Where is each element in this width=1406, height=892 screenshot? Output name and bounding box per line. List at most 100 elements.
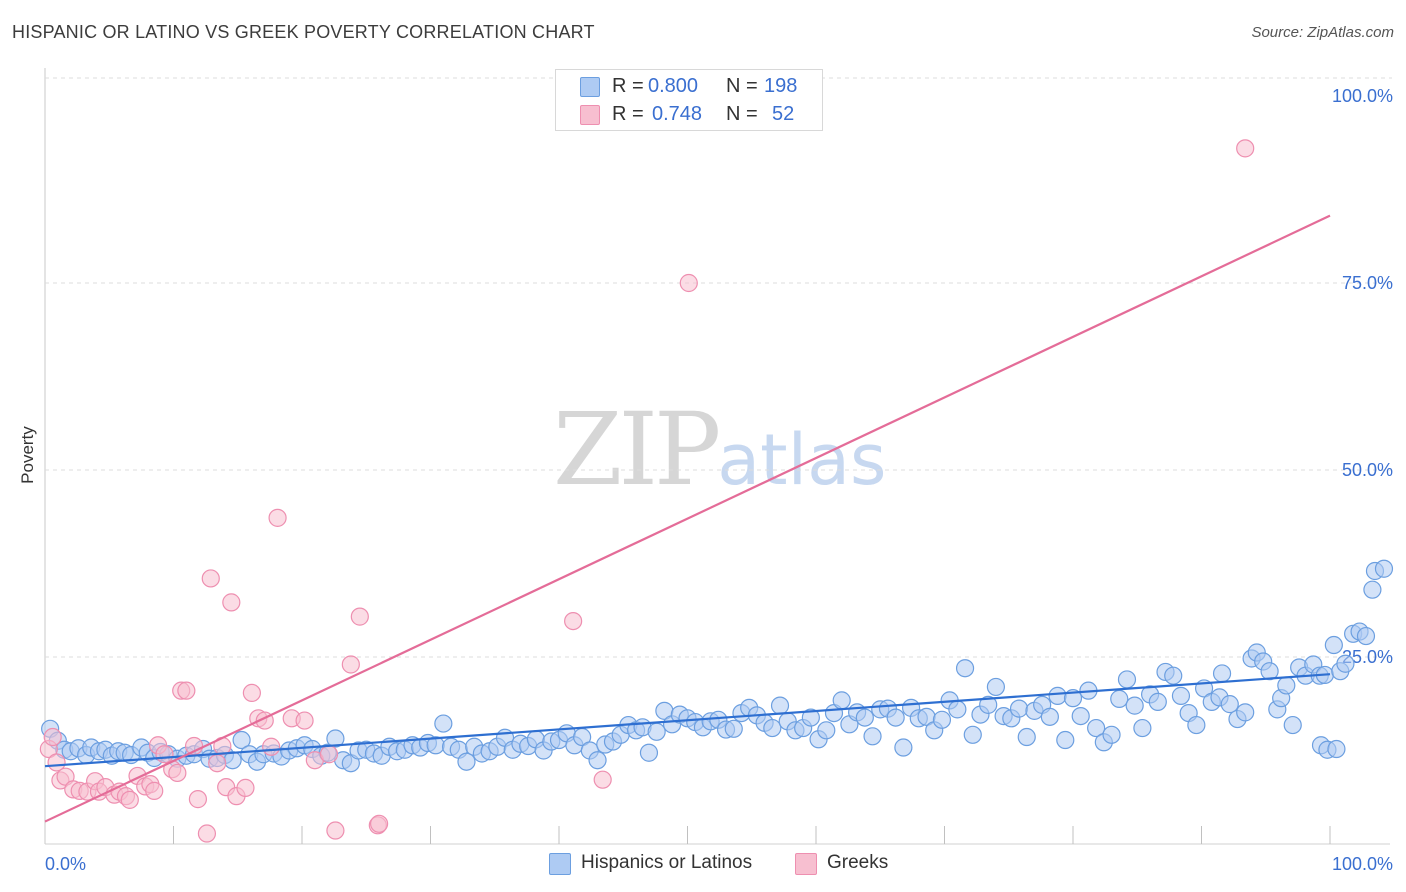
hispanic-point (1171, 686, 1191, 705)
hispanic-point (1017, 727, 1036, 747)
hispanic-point (724, 719, 743, 738)
hispanic-point (948, 700, 967, 719)
watermark-atlas: atlas (717, 419, 887, 501)
r-value: 0.748 (652, 103, 703, 125)
x-tick-label: 0.0% (45, 854, 86, 874)
watermark: ZIPatlas (553, 400, 886, 510)
hispanic-point (1040, 707, 1059, 726)
y-tick-label: 100.0% (1332, 86, 1393, 106)
hispanic-point (1336, 654, 1355, 673)
stats-row-hispanics: R = 0.800 N = 198 (556, 72, 822, 100)
x-tick-label: 100.0% (1332, 854, 1393, 874)
greek-point (326, 821, 345, 840)
greek-trend-line (44, 214, 1331, 823)
greek-point (679, 273, 698, 293)
hispanic-point (232, 730, 251, 750)
hispanic-point (1009, 699, 1029, 718)
hispanic-point (832, 691, 851, 710)
n-value: 198 (764, 75, 798, 97)
greek-point (1236, 139, 1255, 158)
hispanic-point (932, 710, 952, 729)
n-label: N = (726, 75, 758, 97)
blue-swatch-icon (549, 853, 571, 875)
pink-swatch-icon (795, 853, 817, 875)
hispanic-point (1187, 715, 1206, 735)
hispanic-point (1327, 739, 1346, 759)
hispanic-point (457, 752, 476, 771)
hispanic-point (1117, 670, 1137, 689)
greek-point (120, 790, 139, 809)
hispanic-point (963, 725, 982, 744)
hispanic-point (1212, 664, 1232, 683)
hispanic-point (647, 722, 666, 741)
greek-point (188, 790, 208, 809)
y-tick-label: 25.0% (1342, 647, 1393, 667)
greek-point (201, 569, 220, 588)
hispanic-point (1102, 725, 1121, 744)
hispanic-point (1110, 689, 1129, 708)
r-label: R = (612, 103, 644, 125)
hispanic-point (434, 714, 453, 733)
greek-point (236, 778, 255, 798)
greek-point (177, 681, 196, 700)
greek-point (262, 737, 281, 756)
hispanic-point (1133, 718, 1152, 738)
r-label: R = (612, 75, 644, 97)
greek-point (350, 607, 369, 626)
hispanic-point (1363, 580, 1382, 599)
hispanic-point (979, 695, 998, 714)
hispanic-point (1164, 666, 1183, 685)
n-label: N = (726, 103, 758, 125)
hispanic-point (1087, 718, 1106, 738)
legend-label: Greeks (827, 852, 889, 873)
hispanic-point (955, 659, 975, 678)
hispanic-point (801, 708, 820, 727)
hispanic-point (770, 696, 790, 715)
greek-point (145, 781, 164, 800)
chart-title: HISPANIC OR LATINO VS GREEK POVERTY CORR… (12, 22, 595, 42)
greek-point (593, 770, 612, 789)
hispanic-point (639, 743, 659, 762)
hispanic-point (1125, 696, 1144, 715)
greek-point (564, 611, 583, 631)
y-tick-label: 75.0% (1342, 273, 1393, 293)
hispanic-point (886, 708, 905, 727)
stats-legend: R = 0.800 N = 198 R = 0.748 N = 52 (555, 69, 823, 131)
greek-point (155, 745, 174, 764)
greek-point (341, 655, 360, 674)
blue-swatch-icon (580, 77, 600, 97)
hispanic-point (817, 721, 836, 740)
greek-point (222, 593, 241, 612)
r-value: 0.800 (648, 75, 699, 97)
hispanic-point (1374, 559, 1394, 578)
greek-point (370, 814, 389, 833)
y-tick-label: 50.0% (1342, 460, 1393, 480)
source-label: Source: ZipAtlas.com (1251, 24, 1394, 41)
greek-point (168, 763, 187, 783)
pink-swatch-icon (580, 105, 600, 125)
greek-point (242, 683, 261, 703)
greek-point (208, 754, 227, 773)
greek-point (43, 727, 62, 747)
hispanic-point (1277, 676, 1296, 695)
hispanic-point (855, 708, 874, 727)
stats-row-greeks: R = 0.748 N = 52 (556, 100, 822, 128)
hispanic-point (1148, 692, 1167, 711)
hispanic-point (1236, 703, 1255, 722)
n-value: 52 (772, 103, 795, 125)
greek-point (319, 745, 339, 764)
hispanic-point (588, 751, 607, 770)
greek-point (268, 508, 287, 527)
hispanic-point (1283, 715, 1302, 735)
hispanic-point (763, 718, 782, 738)
greek-point (295, 711, 314, 730)
watermark-zip: ZIP (553, 391, 721, 508)
hispanic-point (1071, 706, 1090, 726)
hispanic-point (863, 727, 882, 746)
hispanic-point (1324, 635, 1343, 655)
hispanic-trend-line (44, 673, 1331, 768)
hispanic-point (986, 677, 1006, 697)
hispanic-point (1048, 686, 1067, 705)
hispanic-point (1056, 730, 1075, 750)
